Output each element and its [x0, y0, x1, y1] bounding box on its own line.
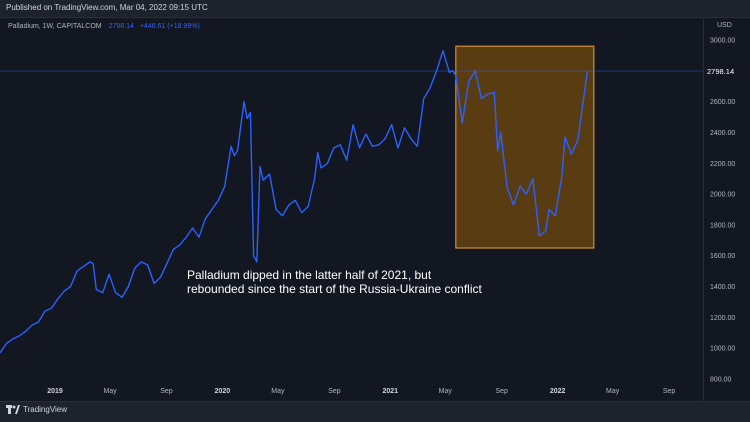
- x-tick-label: May: [606, 388, 620, 395]
- palladium-price-line: [0, 50, 589, 354]
- tradingview-logo-text: TradingView: [23, 405, 68, 414]
- annotation-line-1: Palladium dipped in the latter half of 2…: [187, 268, 432, 282]
- y-tick-label: 1600.00: [710, 253, 735, 260]
- y-tick-label: 2600.00: [710, 99, 735, 106]
- x-tick-label: May: [103, 388, 117, 395]
- y-tick-label: 1200.00: [710, 315, 735, 322]
- y-axis-ticks: 800.00 1000.00 1200.00 1400.00 1600.00 1800.0…: [710, 38, 735, 384]
- x-tick-label: Sep: [663, 388, 676, 395]
- highlight-region: [455, 45, 595, 249]
- tradingview-logo[interactable]: TradingView: [6, 405, 67, 414]
- x-tick-label: May: [439, 388, 453, 395]
- legend-symbol: Palladium, 1W, CAPITALCOM: [8, 23, 102, 30]
- annotation-line-2: rebounded since the start of the Russia-…: [187, 282, 482, 296]
- footer-bar: [0, 401, 750, 422]
- tradingview-logo-icon: [6, 405, 20, 414]
- x-tick-label: 2020: [215, 388, 231, 395]
- last-price-tag-text: 2798.14: [707, 67, 734, 76]
- x-tick-label: Sep: [160, 388, 173, 395]
- x-tick-label: 2019: [47, 388, 63, 395]
- chart-legend[interactable]: Palladium, 1W, CAPITALCOM 2798.14 +446.6…: [8, 23, 200, 30]
- x-tick-label: 2021: [382, 388, 398, 395]
- x-tick-label: 2022: [550, 388, 566, 395]
- header-bar: [0, 0, 750, 18]
- last-price-tag: 2798.14: [704, 65, 744, 78]
- price-axis[interactable]: [703, 18, 750, 401]
- x-tick-label: Sep: [495, 388, 508, 395]
- x-axis-ticks: 2019 May Sep 2020 May Sep 2021 May Sep 2022 May Sep: [47, 388, 675, 395]
- y-tick-label: 2000.00: [710, 192, 735, 199]
- y-tick-label: 3000.00: [710, 38, 735, 45]
- y-tick-label: 1000.00: [710, 346, 735, 353]
- currency-label: USD: [717, 22, 732, 29]
- x-tick-label: Sep: [328, 388, 341, 395]
- y-tick-label: 1800.00: [710, 222, 735, 229]
- legend-last-price: 2798.14: [108, 23, 134, 30]
- y-tick-label: 2400.00: [710, 130, 735, 137]
- legend-change: +446.61 (+18.99%): [139, 23, 200, 30]
- y-tick-label: 2200.00: [710, 161, 735, 168]
- y-tick-label: 800.00: [710, 377, 732, 384]
- x-tick-label: May: [271, 388, 285, 395]
- y-tick-label: 1400.00: [710, 284, 735, 291]
- published-note: Published on TradingView.com, Mar 04, 20…: [6, 3, 208, 12]
- chart-annotation: Palladium dipped in the latter half of 2…: [187, 268, 527, 296]
